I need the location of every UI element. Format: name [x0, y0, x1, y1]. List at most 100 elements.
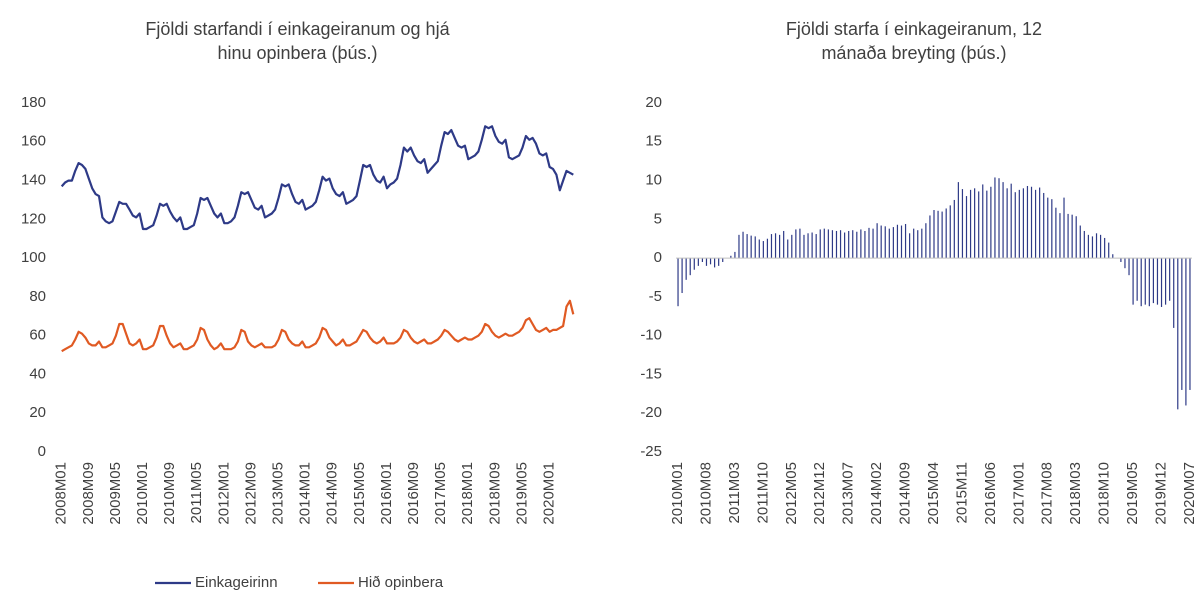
bar [754, 236, 756, 259]
bar [1067, 213, 1069, 259]
bar [1006, 188, 1008, 259]
bar [953, 199, 955, 259]
y-tick-label: 15 [645, 133, 662, 150]
bar [738, 234, 740, 259]
bar [1169, 258, 1171, 301]
bar [1039, 187, 1041, 259]
chart-title: Fjöldi starfa í einkageiranum, 12 [786, 19, 1042, 39]
bar [722, 258, 724, 262]
y-tick-label: 140 [21, 172, 46, 189]
bar [1059, 213, 1061, 259]
bar [1051, 199, 1053, 259]
bar [848, 230, 850, 259]
x-tick-label: 2009M05 [107, 462, 124, 525]
line [60, 125, 574, 231]
x-tick-label: 2011M10 [754, 462, 771, 523]
x-tick-label: 2015M04 [925, 462, 942, 525]
bar [701, 258, 704, 262]
bar [961, 189, 964, 259]
bar [734, 251, 736, 259]
bar [860, 229, 862, 259]
bar [811, 232, 813, 259]
chart-title: hinu opinbera (þús.) [217, 43, 377, 63]
bar [799, 228, 801, 259]
bar [1189, 258, 1191, 390]
bar [933, 210, 935, 259]
bar [998, 178, 1000, 259]
bar [982, 184, 984, 259]
chart-title: mánaða breyting (þús.) [821, 43, 1006, 63]
bar [815, 234, 817, 259]
x-tick-label: 2016M09 [405, 462, 422, 525]
bar [909, 233, 911, 259]
bar [1124, 258, 1126, 269]
bar [803, 234, 805, 259]
y-tick-label: 120 [21, 210, 46, 227]
x-tick-label: 2020M01 [541, 462, 558, 525]
bar [1026, 185, 1029, 259]
bar [856, 231, 858, 259]
bar [974, 188, 976, 259]
x-tick-label: 2010M09 [161, 462, 178, 525]
bar [872, 228, 874, 259]
x-tick-label: 2016M06 [982, 462, 999, 525]
bar [1173, 258, 1175, 328]
y-tick-label: 0 [654, 249, 662, 266]
bar [1185, 258, 1187, 406]
bar [1022, 188, 1024, 259]
x-tick-label: 2008M01 [53, 462, 70, 525]
x-tick-label: 2010M01 [669, 462, 686, 525]
bar [852, 230, 854, 259]
y-tick-label: 100 [21, 249, 46, 266]
bar [978, 191, 980, 259]
bar [766, 238, 769, 259]
bar [1156, 258, 1159, 305]
bar [1140, 258, 1142, 307]
bar [677, 258, 679, 307]
x-tick-label: 2019M12 [1152, 462, 1169, 525]
bar [750, 235, 752, 259]
bar [685, 258, 687, 280]
x-tick-label: 2014M09 [897, 462, 914, 525]
y-tick-label: -25 [640, 443, 662, 460]
bar [795, 229, 797, 259]
bar [783, 230, 785, 259]
bar [921, 228, 923, 259]
bar [1034, 189, 1037, 259]
bar [713, 258, 716, 268]
bar [844, 232, 846, 259]
bar [1010, 183, 1012, 259]
y-tick-label: 60 [29, 327, 46, 344]
x-tick-label: 2017M01 [1010, 462, 1027, 525]
bar [787, 239, 789, 259]
bar [1164, 258, 1167, 305]
bar [986, 190, 988, 259]
x-tick-label: 2018M10 [1096, 462, 1113, 525]
x-tick-label: 2014M09 [324, 462, 341, 525]
x-tick-label: 2014M02 [868, 462, 885, 525]
bar [900, 225, 903, 259]
bar [1095, 233, 1098, 259]
bar [925, 223, 927, 259]
legend-label: Hið opinbera [358, 574, 444, 591]
bar [709, 258, 712, 265]
x-tick-label: 2018M09 [486, 462, 503, 525]
bar [762, 241, 764, 259]
bar [945, 208, 947, 259]
bar [697, 258, 699, 266]
x-tick-label: 2012M12 [811, 462, 828, 525]
bar [994, 177, 996, 259]
x-tick-label: 2017M08 [1039, 462, 1056, 525]
bar [880, 225, 882, 259]
bar [1152, 258, 1155, 304]
bar [949, 205, 951, 259]
x-tick-label: 2020M07 [1181, 462, 1195, 525]
y-tick-label: 20 [645, 94, 662, 111]
bar [1160, 258, 1163, 307]
bar [969, 189, 972, 259]
bar [1112, 254, 1114, 259]
y-tick-label: -15 [640, 365, 662, 382]
x-tick-label: 2010M08 [697, 462, 714, 525]
bar [770, 234, 773, 259]
